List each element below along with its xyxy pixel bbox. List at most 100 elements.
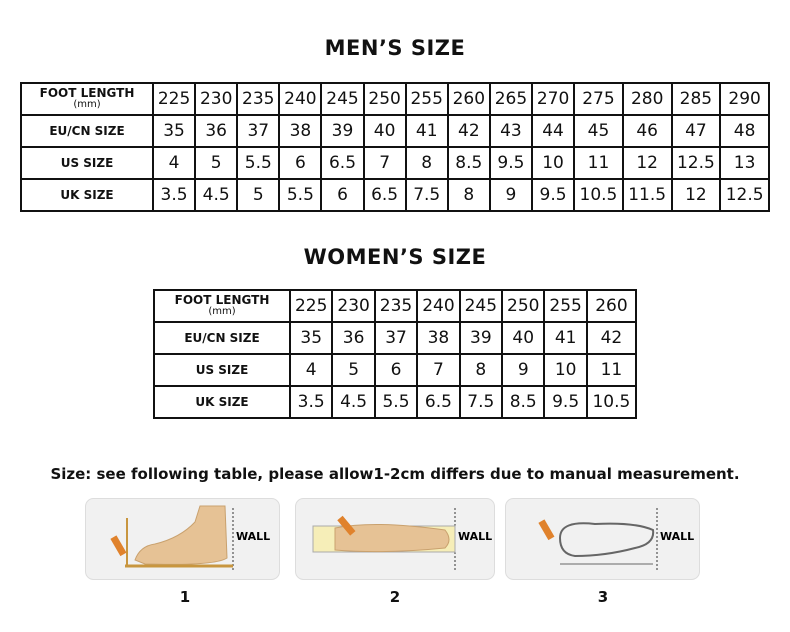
step-number: 1 — [179, 588, 191, 606]
size-cell: 6 — [278, 146, 323, 180]
wall-label: WALL — [236, 530, 270, 543]
size-cell: 245 — [458, 289, 504, 323]
step-number: 2 — [389, 588, 401, 606]
table-row: EU/CN SIZE 35 36 37 38 39 40 41 42 — [153, 321, 638, 355]
size-cell: 13 — [719, 146, 770, 180]
illustration: WALL — [295, 498, 495, 580]
size-cell: 48 — [719, 114, 770, 148]
size-cell: 39 — [320, 114, 365, 148]
size-cell: 5.5 — [236, 146, 281, 180]
size-cell: 10 — [530, 146, 576, 180]
size-cell: 12.5 — [670, 146, 722, 180]
size-cell: 8 — [446, 178, 491, 212]
table-row: US SIZE 4 5 5.5 6 6.5 7 8 8.5 9.5 10 11 12 12.5 13 — [20, 146, 770, 180]
size-cell: 35 — [151, 114, 197, 148]
wall-label: WALL — [660, 530, 694, 543]
size-cell: 6 — [373, 353, 419, 387]
size-cell: 235 — [236, 82, 281, 116]
size-cell: 3.5 — [151, 178, 197, 212]
size-cell: 9.5 — [543, 385, 588, 419]
size-cell: 4 — [151, 146, 197, 180]
size-cell: 7 — [362, 146, 407, 180]
row-header: US SIZE — [20, 146, 154, 180]
table-row: UK SIZE 3.5 4.5 5.5 6.5 7.5 8.5 9.5 10.5 — [153, 385, 638, 419]
row-label: UK SIZE — [60, 188, 114, 202]
wall-label: WALL — [458, 530, 492, 543]
size-cell: 5.5 — [278, 178, 323, 212]
note: Size: see following table, please allow1… — [50, 465, 740, 483]
size-cell: 42 — [585, 321, 638, 355]
size-cell: 9 — [501, 353, 546, 387]
row-header: UK SIZE — [20, 178, 154, 212]
size-cell: 12.5 — [719, 178, 770, 212]
row-unit: (mm) — [73, 99, 101, 110]
size-cell: 12 — [670, 178, 722, 212]
size-cell: 43 — [488, 114, 533, 148]
size-cell: 11.5 — [621, 178, 673, 212]
size-cell: 8.5 — [446, 146, 491, 180]
size-cell: 40 — [362, 114, 407, 148]
row-label: US SIZE — [195, 363, 249, 377]
size-cell: 9.5 — [488, 146, 533, 180]
size-cell: 39 — [458, 321, 504, 355]
women-size-table: FOOT LENGTH (mm) 225 230 235 240 245 250 255 260 E… — [153, 289, 638, 419]
size-cell: 5 — [331, 353, 376, 387]
row-header: EU/CN SIZE — [20, 114, 154, 148]
size-cell: 230 — [331, 289, 376, 323]
size-cell: 240 — [416, 289, 461, 323]
table-row: FOOT LENGTH (mm) 225 230 235 240 245 250 255 260 2… — [20, 82, 770, 116]
size-cell: 11 — [585, 353, 638, 387]
size-cell: 255 — [543, 289, 588, 323]
size-cell: 8 — [458, 353, 504, 387]
size-cell: 6.5 — [362, 178, 407, 212]
size-cell: 36 — [331, 321, 376, 355]
table-row: EU/CN SIZE 35 36 37 38 39 40 41 42 43 44 45 46 47 48 — [20, 114, 770, 148]
size-cell: 4.5 — [331, 385, 376, 419]
size-cell: 40 — [501, 321, 546, 355]
size-cell: 6.5 — [416, 385, 461, 419]
row-label: EU/CN SIZE — [184, 331, 260, 345]
size-cell: 7 — [416, 353, 461, 387]
size-cell: 38 — [416, 321, 461, 355]
size-cell: 10.5 — [585, 385, 638, 419]
size-cell: 37 — [373, 321, 419, 355]
row-header: FOOT LENGTH (mm) — [20, 82, 154, 116]
size-cell: 42 — [446, 114, 491, 148]
table-row: FOOT LENGTH (mm) 225 230 235 240 245 250 255 260 — [153, 289, 638, 323]
size-cell: 280 — [621, 82, 673, 116]
row-unit: (mm) — [208, 306, 236, 317]
row-label: UK SIZE — [195, 395, 249, 409]
size-cell: 5 — [236, 178, 281, 212]
size-cell: 10 — [543, 353, 588, 387]
size-cell: 230 — [194, 82, 239, 116]
size-cell: 225 — [288, 289, 334, 323]
row-header: FOOT LENGTH (mm) — [153, 289, 291, 323]
size-cell: 275 — [573, 82, 624, 116]
table-row: UK SIZE 3.5 4.5 5 5.5 6 6.5 7.5 8 9 9.5 10.5 11.5 12 1… — [20, 178, 770, 212]
size-cell: 7.5 — [458, 385, 504, 419]
row-header: US SIZE — [153, 353, 291, 387]
women-title: WOMEN’S SIZE — [303, 245, 487, 269]
size-cell: 255 — [404, 82, 449, 116]
size-cell: 265 — [488, 82, 533, 116]
size-cell: 46 — [621, 114, 673, 148]
size-cell: 260 — [446, 82, 491, 116]
size-cell: 41 — [404, 114, 449, 148]
size-cell: 4 — [288, 353, 334, 387]
size-cell: 41 — [543, 321, 588, 355]
step-number: 3 — [597, 588, 609, 606]
size-cell: 5.5 — [373, 385, 419, 419]
size-cell: 11 — [573, 146, 624, 180]
men-title: MEN’S SIZE — [324, 36, 466, 60]
size-cell: 8 — [404, 146, 449, 180]
size-cell: 47 — [670, 114, 722, 148]
size-cell: 250 — [501, 289, 546, 323]
size-cell: 5 — [194, 146, 239, 180]
row-header: EU/CN SIZE — [153, 321, 291, 355]
row-label: EU/CN SIZE — [49, 124, 125, 138]
size-cell: 7.5 — [404, 178, 449, 212]
size-cell: 38 — [278, 114, 323, 148]
size-cell: 45 — [573, 114, 624, 148]
size-cell: 8.5 — [501, 385, 546, 419]
size-cell: 4.5 — [194, 178, 239, 212]
